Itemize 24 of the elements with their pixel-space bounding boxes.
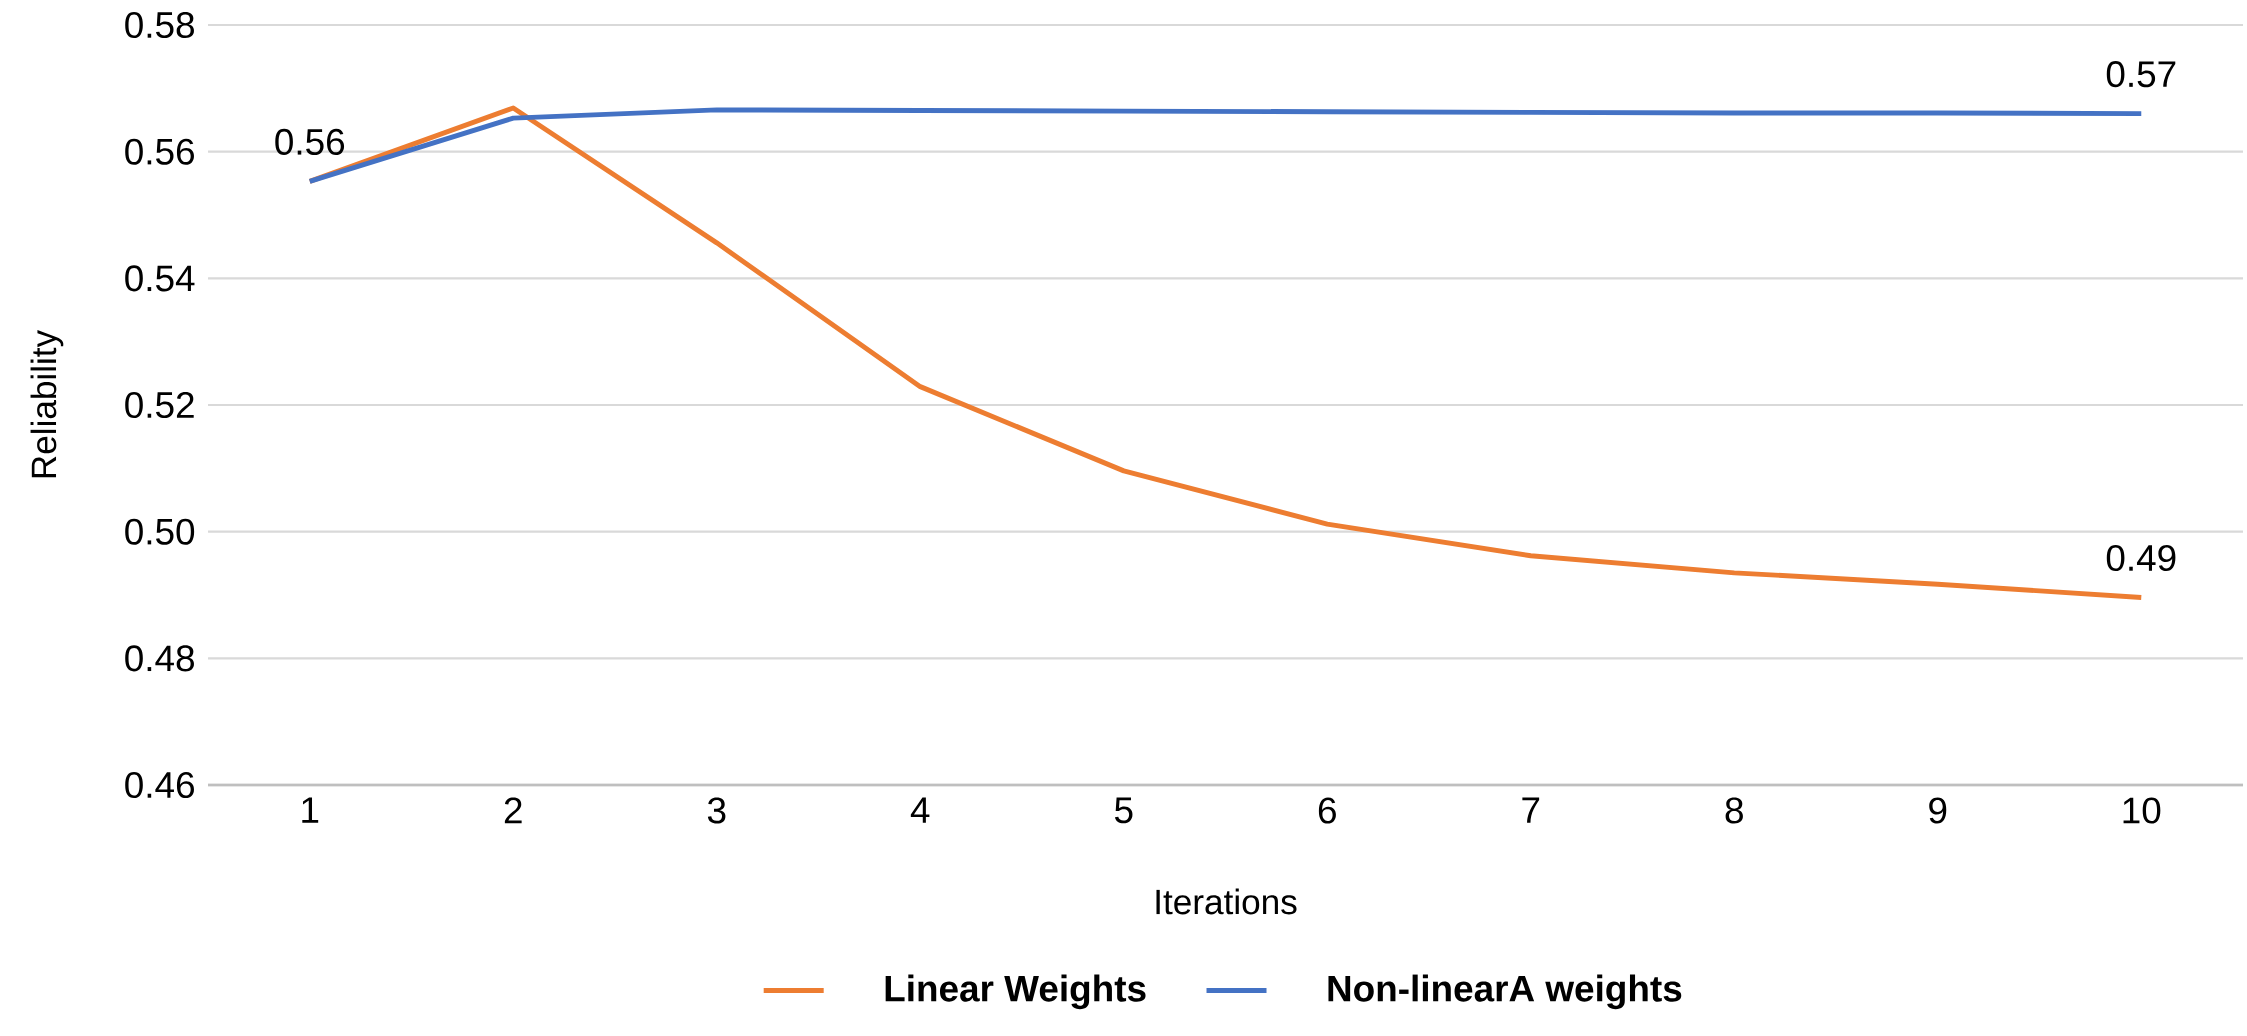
x-tick-label: 8 [1725,797,1743,824]
y-tick-label: 0.48 [125,645,194,672]
x-tick-label: 3 [707,797,726,824]
y-axis-title: Reliability [30,329,64,478]
legend-label: Linear Weights [885,974,1146,1010]
x-tick-label: 2 [504,797,522,824]
y-tick-label: 0.50 [125,518,195,545]
x-tick-label: 1 [302,797,319,823]
data-label: 0.57 [2106,61,2176,88]
data-label: 0.56 [275,128,345,155]
y-tick-label: 0.46 [125,771,194,799]
y-tick-label: 0.56 [125,138,194,165]
legend-label: Non-linearA weights [1328,974,1682,1010]
x-tick-label: 5 [1114,797,1133,824]
x-tick-label: 4 [910,797,930,823]
y-tick-label: 0.58 [125,11,194,39]
x-tick-label: 7 [1522,797,1540,823]
y-tick-label: 0.52 [125,391,194,419]
x-tick-label: 10 [2123,797,2161,824]
x-tick-label: 9 [1929,797,1947,824]
y-tick-label: 0.54 [125,265,195,292]
x-axis-title: Iterations [1156,888,1297,915]
data-label: 0.49 [2106,544,2176,572]
x-tick-label: 6 [1318,797,1336,824]
